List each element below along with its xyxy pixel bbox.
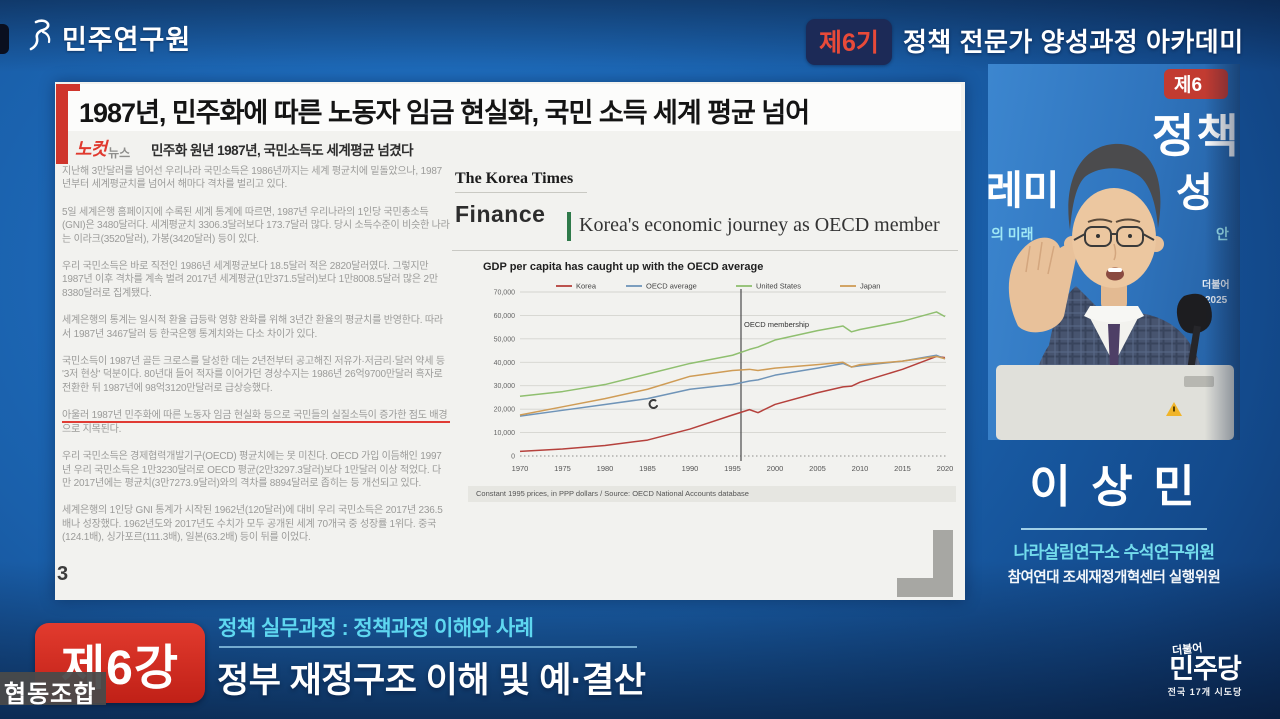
svg-text:1970: 1970 xyxy=(512,464,529,473)
party-logo-sub: 전국 17개 시도당 xyxy=(1167,687,1243,697)
backdrop-text: 2025 xyxy=(1205,295,1227,306)
slide-headline: 1987년, 민주화에 따른 노동자 임금 현실화, 국민 소득 세계 평균 넘… xyxy=(79,98,810,128)
news-outlet-logo: 노컷 뉴스 xyxy=(75,135,130,161)
institute-logo-text: 민주연구원 xyxy=(62,25,192,55)
svg-text:2005: 2005 xyxy=(809,464,826,473)
article-paragraph: 우리 국민소득은 경제협력개발기구(OECD) 평균치에는 못 미친다. OEC… xyxy=(62,451,442,489)
course-subtitle: 정책 실무과정 : 정책과정 이해와 사례 xyxy=(218,617,534,640)
article-paragraph: 우리 국민소득은 바로 직전인 1986년 세계평균보다 18.5달러 적은 2… xyxy=(62,261,438,299)
party-logo-top: 더불어 xyxy=(1171,642,1203,658)
party-logo-main: 민주당 xyxy=(1169,654,1242,684)
screen-edge-artifact xyxy=(0,24,9,54)
svg-text:1980: 1980 xyxy=(597,464,614,473)
svg-text:20,000: 20,000 xyxy=(494,407,516,414)
backdrop-text: 더불어 xyxy=(1202,276,1230,291)
speaker-hand xyxy=(1008,237,1077,333)
chart-source-note: Constant 1995 prices, in PPP dollars / S… xyxy=(468,486,956,502)
koreatimes-article-title: Korea's economic journey as OECD member xyxy=(579,214,940,236)
speaker-tie xyxy=(1108,324,1120,368)
svg-text:2000: 2000 xyxy=(767,464,784,473)
svg-text:70,000: 70,000 xyxy=(494,290,516,297)
headline-red-bracket-top xyxy=(56,84,80,91)
svg-text:2010: 2010 xyxy=(852,464,869,473)
svg-text:OECD average: OECD average xyxy=(646,282,697,291)
svg-text:1995: 1995 xyxy=(724,464,741,473)
gdp-per-capita-chart: 0 10,000 20,000 30,000 40,000 50,000 60,000 70,… xyxy=(494,282,954,474)
backdrop-episode-badge: 제6 xyxy=(1164,69,1229,99)
chart-title: GDP per capita has caught up with the OE… xyxy=(483,261,764,273)
svg-text:Korea: Korea xyxy=(576,282,597,291)
footer-divider xyxy=(219,646,637,648)
article-paragraph: 세계은행의 통계는 일시적 환율 급등락 영향 완화를 위해 3년간 환율의 평… xyxy=(62,315,443,340)
backdrop-text: 의 미래 xyxy=(991,224,1034,244)
svg-text:40,000: 40,000 xyxy=(494,360,516,367)
article-paragraph: 5일 세계은행 홈페이지에 수록된 세계 통계에 따르면, 1987년 우리나라… xyxy=(62,206,450,245)
viewer-scrollbar-horizontal[interactable] xyxy=(897,578,953,597)
speaker-hair xyxy=(1068,143,1161,230)
slide-viewport[interactable]: 1987년, 민주화에 따른 노동자 임금 현실화, 국민 소득 세계 평균 넘… xyxy=(55,82,965,600)
svg-text:1990: 1990 xyxy=(682,464,699,473)
speaker-divider xyxy=(1021,528,1207,530)
svg-text:OECD membership: OECD membership xyxy=(744,320,809,329)
article-subhead: 민주화 원년 1987년, 국민소득도 세계평균 넘겼다 xyxy=(151,143,414,158)
svg-text:Japan: Japan xyxy=(860,282,880,291)
episode-badge: 제6기 xyxy=(806,19,892,65)
backdrop-text: 정책 xyxy=(1152,100,1240,166)
svg-text:0: 0 xyxy=(511,454,515,461)
speaker-glasses xyxy=(1073,226,1155,247)
koreatimes-title-bar xyxy=(567,212,571,241)
backdrop-text: 안 xyxy=(1216,224,1229,244)
caption-overlay: 협동조합 xyxy=(0,672,107,708)
article-body: 지난해 3만달러를 넘어선 우리나라 국민소득은 1986년까지는 세계 평균치… xyxy=(62,165,450,559)
speaker-name: 이 상 민 xyxy=(1029,461,1199,512)
svg-text:10,000: 10,000 xyxy=(494,430,516,437)
news-logo-secondary: 뉴스 xyxy=(108,146,131,160)
svg-text:60,000: 60,000 xyxy=(494,313,516,320)
svg-text:50,000: 50,000 xyxy=(494,336,516,343)
headline-band xyxy=(58,84,961,131)
program-title: 정책 전문가 양성과정 아카데미 xyxy=(903,27,1244,57)
backdrop-text: 성 xyxy=(1176,160,1213,218)
laptop xyxy=(996,365,1234,440)
svg-text:2015: 2015 xyxy=(894,464,911,473)
speaker-title-primary: 나라살림연구소 수석연구위원 xyxy=(1013,543,1215,562)
lecture-title: 정부 재정구조 이해 및 예·결산 xyxy=(217,661,646,700)
article-paragraph-highlighted: 아울러 1987년 민주화에 따른 노동자 임금 현실화 등으로 국민들의 실질… xyxy=(62,409,450,436)
koreatimes-section-label: Finance xyxy=(455,201,546,227)
svg-text:1975: 1975 xyxy=(554,464,571,473)
speaker-title-secondary: 참여연대 조세재정개혁센터 실행위원 xyxy=(1007,570,1221,586)
article-paragraph: 국민소득이 1987년 골든 크로스를 달성한 데는 2년전부터 공고해진 저유… xyxy=(62,356,445,394)
svg-text:United States: United States xyxy=(756,282,801,291)
speaker-video: 제6 정책 레미 성 의 미래 안 더불어 2025 xyxy=(988,64,1240,440)
institute-logo-icon xyxy=(26,18,56,57)
article-paragraph: 지난해 3만달러를 넘어선 우리나라 국민소득은 1986년까지는 세계 평균치… xyxy=(62,166,443,191)
svg-text:2020: 2020 xyxy=(937,464,954,473)
slide-page-number: 3 xyxy=(57,563,69,585)
koreatimes-divider xyxy=(452,250,958,251)
institute-logo: 민주연구원 xyxy=(26,18,191,57)
article-paragraph: 세계은행의 1인당 GNI 통계가 시작된 1962년(120달러)에 대비 우… xyxy=(62,505,443,544)
mouse-cursor-icon xyxy=(648,399,658,409)
headline-red-bracket xyxy=(56,84,68,164)
koreatimes-masthead: The Korea Times xyxy=(455,170,588,193)
news-logo-primary: 노컷 xyxy=(75,139,107,159)
photo-vignette xyxy=(988,64,1240,440)
svg-text:1985: 1985 xyxy=(639,464,656,473)
speaker-face xyxy=(1072,188,1156,288)
backdrop-text: 레미 xyxy=(988,158,1060,216)
svg-text:30,000: 30,000 xyxy=(494,383,516,390)
party-logo: 더불어 민주당 전국 17개 시도당 xyxy=(1150,638,1260,698)
speaker-illustration xyxy=(996,143,1234,440)
